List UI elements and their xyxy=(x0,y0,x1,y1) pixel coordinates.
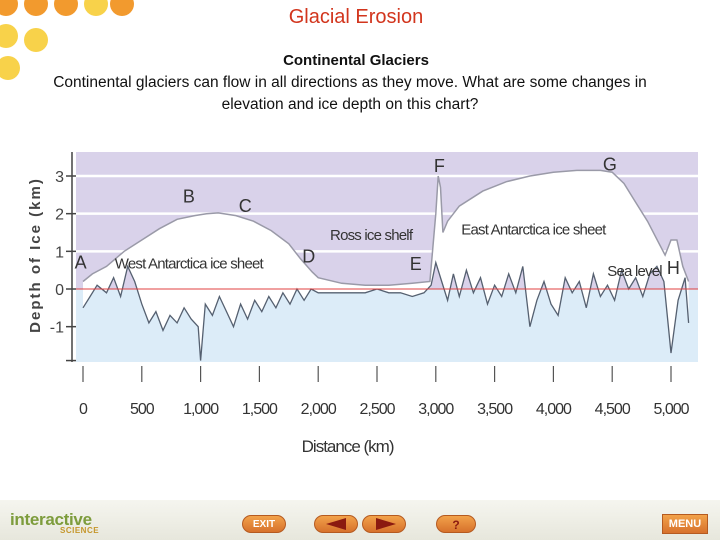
region-label: West Antarctica ice sheet xyxy=(115,255,265,272)
dot xyxy=(24,28,48,52)
next-button[interactable] xyxy=(362,515,406,533)
x-tick-label: 4,500 xyxy=(595,401,631,418)
x-tick-label: 500 xyxy=(130,401,155,418)
point-label: B xyxy=(183,186,195,206)
dot xyxy=(24,0,48,16)
arrow-left-icon xyxy=(326,518,346,530)
x-tick-label: 2,500 xyxy=(359,401,395,418)
x-tick-label: 4,000 xyxy=(536,401,572,418)
dot xyxy=(0,0,18,16)
x-tick-label: 3,000 xyxy=(418,401,454,418)
y-axis-label: Depth of Ice (km) xyxy=(27,177,44,333)
x-tick-label: 3,500 xyxy=(477,401,513,418)
y-tick-label: 3 xyxy=(55,169,64,186)
bedrock-line xyxy=(82,260,690,361)
menu-button[interactable]: MENU xyxy=(662,514,708,534)
previous-button[interactable] xyxy=(314,515,358,533)
region-label: Ross ice shelf xyxy=(330,227,414,244)
point-label: F xyxy=(434,156,445,176)
dot xyxy=(0,56,20,80)
x-tick-label: 0 xyxy=(79,401,88,418)
x-tick-label: 2,000 xyxy=(301,401,337,418)
point-label: G xyxy=(603,154,617,174)
footer-bar: interactive SCIENCE EXIT ? MENU xyxy=(0,500,720,540)
slide-body-text: Continental glaciers can flow in all dir… xyxy=(53,74,647,113)
dot xyxy=(54,0,78,16)
slide-subtitle: Continental Glaciers xyxy=(283,52,429,69)
y-tick-label: 1 xyxy=(55,244,64,261)
help-button[interactable]: ? xyxy=(436,515,476,533)
point-label: H xyxy=(667,258,680,278)
region-label: East Antarctica ice sheet xyxy=(461,221,607,238)
slide-title: Glacial Erosion xyxy=(288,6,424,28)
help-button-label: ? xyxy=(452,518,460,532)
brand-logo: interactive xyxy=(10,510,92,529)
dot xyxy=(84,0,108,16)
y-tick-label: 2 xyxy=(55,207,64,224)
x-tick-label: 5,000 xyxy=(653,401,689,418)
dot xyxy=(110,0,134,16)
exit-button-label: EXIT xyxy=(252,519,276,530)
x-tick-label: 1,500 xyxy=(242,401,278,418)
dot xyxy=(0,24,18,48)
exit-button[interactable]: EXIT xyxy=(242,515,286,533)
ice-sheet-area xyxy=(83,170,689,361)
point-label: A xyxy=(75,252,87,272)
brand-logo-sub: SCIENCE xyxy=(60,526,100,535)
arrow-right-icon xyxy=(376,518,396,530)
point-label: D xyxy=(302,247,315,267)
ice-surface-line xyxy=(82,169,690,286)
menu-button-label: MENU xyxy=(668,518,702,530)
y-tick-label: 0 xyxy=(55,282,64,299)
point-label: E xyxy=(410,254,422,274)
region-label: Sea level xyxy=(607,263,662,280)
x-tick-label: 1,000 xyxy=(183,401,219,418)
ice-depth-chart: 3 2 1 0 -1 Depth of Ice (km) 0 500 1,000 1,500 2,0… xyxy=(27,152,698,456)
x-axis-label: Distance (km) xyxy=(302,437,394,456)
corner-dots-decoration xyxy=(0,0,140,90)
y-tick-label: -1 xyxy=(50,320,64,337)
point-label: C xyxy=(239,196,252,216)
